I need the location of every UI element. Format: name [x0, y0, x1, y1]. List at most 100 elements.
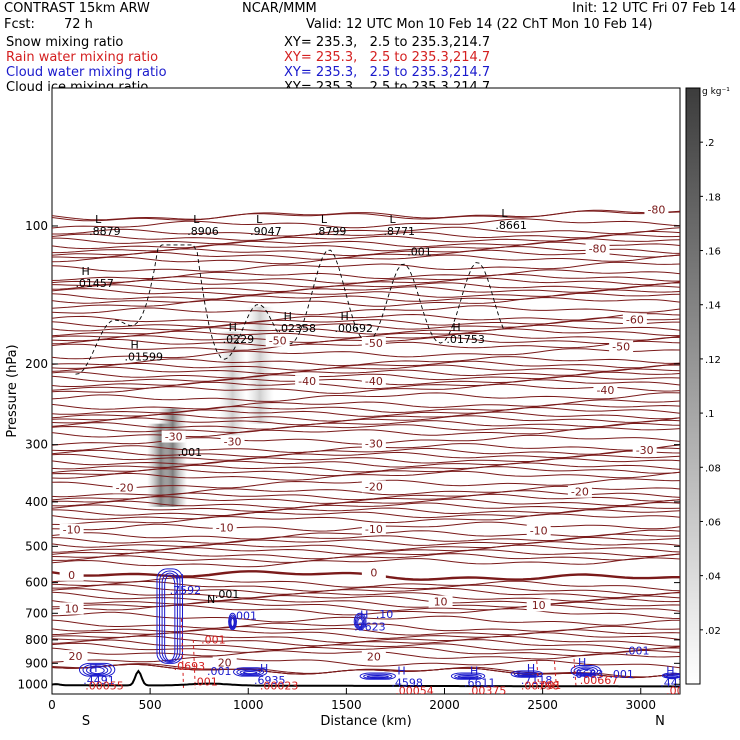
isotherm-label-bg-8 — [593, 384, 618, 397]
y-tick-label-7: 800 — [25, 633, 48, 647]
cloud-water-extremum-value-1: .1623 — [354, 621, 386, 634]
colorbar-unit: g kg⁻¹ — [702, 87, 730, 97]
rain-label-0: .0693 — [174, 660, 206, 673]
field-xy-snow: XY= 235.3, 2.5 to 235.3,214.7 — [284, 35, 491, 50]
isotherm--40-0 — [52, 392, 680, 402]
isotherm-label-2: -60 — [626, 314, 644, 327]
x-axis-label: Distance (km) — [320, 714, 411, 729]
rain-extremum-value-4: .00798 — [521, 680, 560, 693]
cloud-water-extremum-value-2: .4491 — [83, 674, 115, 687]
cloud-water-label-2: .001 — [207, 665, 232, 678]
rain-contour-4 — [573, 658, 577, 687]
isotherm-label-bg-27 — [361, 650, 386, 663]
isotherm-label-20: 0 — [68, 569, 75, 582]
y-tick-label-9: 1000 — [17, 677, 48, 691]
isotherm--40-3 — [52, 415, 680, 426]
colorbar-tick-label-4: .1 — [705, 409, 715, 420]
isotherm-label-10: -30 — [224, 435, 242, 448]
snow-extremum-value-11: .01753 — [446, 333, 485, 346]
isotherm--30--2 — [52, 419, 680, 430]
isotherm-label-18: -10 — [365, 523, 383, 536]
isotherm-20-0 — [52, 656, 680, 669]
cloud-water-contour-3-4 — [370, 676, 386, 680]
isotherm--30--1 — [52, 426, 680, 438]
cloud-water-contour-2-1 — [233, 667, 268, 677]
isotherm-label-19: -10 — [530, 525, 548, 538]
isotherm-label-3: -50 — [269, 335, 287, 348]
cloud-water-contour-8-4 — [357, 617, 363, 627]
snow-extremum-marker-5: L — [501, 207, 508, 220]
isotherm-label-14: -20 — [365, 480, 383, 493]
y-tick-label-5: 600 — [25, 576, 48, 590]
isotherm--70-3 — [52, 285, 680, 296]
rain-contour-3 — [553, 661, 557, 687]
isotherm--50-1 — [52, 356, 680, 367]
rain-extremum-value-0: .00055 — [85, 680, 124, 693]
y-tick-label-0: 100 — [25, 219, 48, 233]
isotherm--70--1 — [52, 254, 680, 265]
snow-extremum-value-3: .8799 — [315, 225, 347, 238]
isotherm--70-0 — [52, 261, 680, 272]
field-xy-rain: XY= 235.3, 2.5 to 235.3,214.7 — [284, 50, 491, 65]
isotherm-label-24: 10 — [532, 599, 546, 612]
isotherm--30--4 — [52, 403, 680, 415]
colorbar-tick-label-0: .02 — [705, 626, 721, 637]
isotherm-label-0: -80 — [647, 203, 665, 216]
isotherm--70--2 — [52, 246, 680, 257]
plot-area: -80 -80 -60 -50 -50 -50 -40 -40 -40 -30 -30 -30 -30 -… — [52, 203, 680, 694]
x-end-label-right: N — [655, 714, 665, 729]
isotherm--60--2 — [52, 289, 680, 300]
isotherm-label-13: -20 — [116, 481, 134, 494]
isotherm-label-bg-14 — [361, 480, 386, 493]
isotherm-label-27: 20 — [367, 651, 381, 664]
isotherm--20--4 — [52, 447, 680, 458]
isotherm-label-bg-4 — [361, 336, 386, 349]
rain-contour-2 — [536, 661, 540, 687]
cloud-water-extremum-marker-4: H — [397, 664, 405, 677]
isotherm--60--4 — [52, 273, 680, 284]
cloud-water-contour-7-1 — [661, 672, 680, 679]
snow-extremum-marker-3: L — [321, 213, 328, 226]
colorbar-tick-label-6: .14 — [705, 301, 721, 312]
isotherm-label-23: 10 — [434, 596, 448, 609]
isotherm-label-bg-15 — [567, 485, 592, 498]
x-tick-label-4: 2000 — [429, 698, 460, 712]
cloud-water-contour-8-3 — [356, 616, 365, 629]
isotherm-label-bg-6 — [295, 375, 320, 388]
isotherm-label-bg-20 — [59, 568, 84, 581]
cloud-water-extremum-value-0: .7592 — [170, 584, 202, 597]
isotherm-label-bg-5 — [609, 340, 634, 353]
snow-extremum-value-2: .9047 — [250, 225, 282, 238]
cloud-water-contour-4-3 — [457, 675, 479, 679]
isotherm-label-11: -30 — [365, 437, 383, 450]
cloud-water-contour-0-1 — [156, 568, 184, 664]
y-tick-label-1: 200 — [25, 357, 48, 371]
snow-extremum-value-6: .01457 — [75, 277, 114, 290]
isotherm-label-bg-10 — [220, 435, 245, 448]
x-tick-label-0: 0 — [48, 698, 56, 712]
cloud-water-contour-6-3 — [576, 667, 596, 675]
isotherm--20--3 — [52, 454, 680, 466]
cloud-water-contour-6-4 — [579, 668, 593, 675]
cloud-water-contour-8-2 — [354, 614, 366, 630]
isotherm-label-bg-22 — [59, 602, 84, 615]
center-title: NCAR/MMM — [242, 1, 317, 16]
snow-extremum-marker-7: H — [131, 339, 139, 352]
isotherm-label-8: -40 — [596, 384, 614, 397]
isotherm-label-bg-0 — [644, 203, 669, 216]
y-tick-label-8: 900 — [25, 656, 48, 670]
isotherm-label-bg-1 — [585, 242, 610, 255]
field-name-cloud-water: Cloud water mixing ratio — [6, 65, 167, 80]
isotherm--80-1 — [52, 226, 680, 237]
isotherm--80-0 — [52, 218, 680, 229]
isotherm-label-bg-18 — [361, 522, 386, 535]
snow-extremum-value-9: .02358 — [278, 322, 317, 335]
isotherm--50--3 — [52, 324, 680, 337]
cloud-water-contour-2-2 — [236, 668, 265, 676]
colorbar-tick-label-2: .06 — [705, 517, 721, 528]
isotherm--60--1 — [52, 296, 680, 309]
colorbar-tick-label-5: .12 — [705, 355, 721, 366]
colorbar-tick-label-3: .08 — [705, 463, 721, 474]
